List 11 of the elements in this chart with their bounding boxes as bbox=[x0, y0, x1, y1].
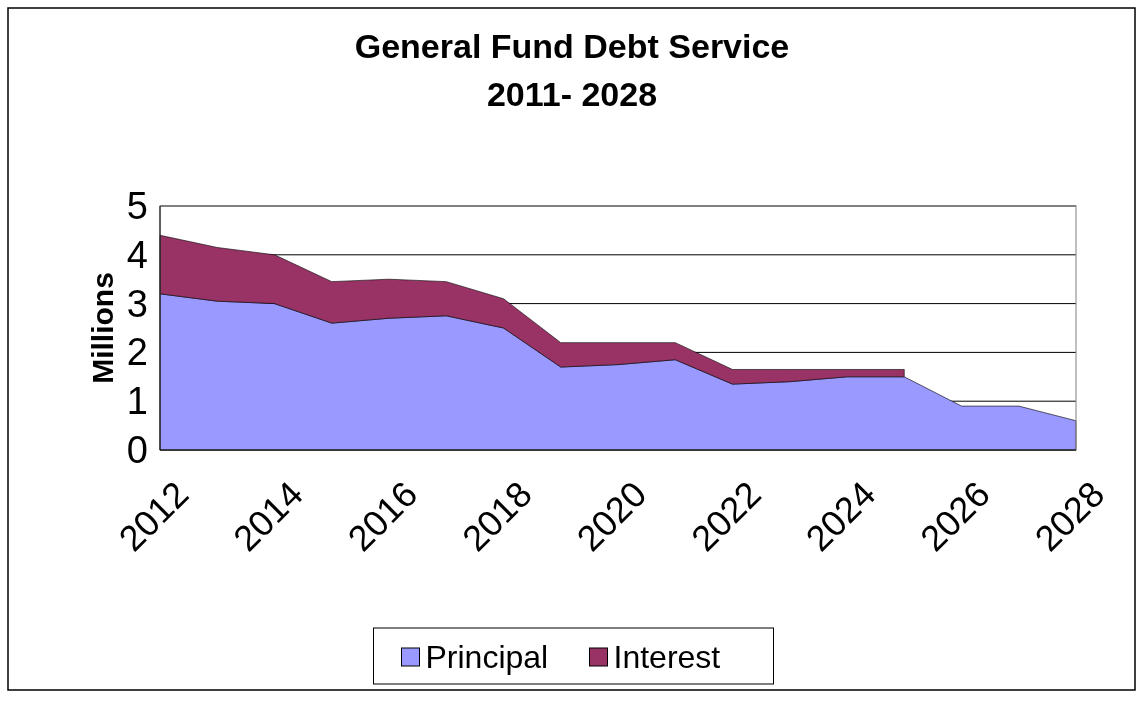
legend-label: Principal bbox=[425, 639, 549, 675]
y-tick-label: 2 bbox=[126, 331, 148, 374]
legend-label: Interest bbox=[613, 639, 721, 675]
y-tick-label: 4 bbox=[126, 233, 148, 276]
chart-title: General Fund Debt Service bbox=[354, 27, 790, 65]
y-tick-label: 5 bbox=[126, 185, 148, 227]
y-tick-label: 3 bbox=[126, 282, 148, 325]
y-axis-title: Millions bbox=[85, 272, 119, 384]
y-tick-label: 0 bbox=[126, 429, 148, 471]
y-tick-label: 1 bbox=[126, 380, 148, 423]
chart-subtitle: 2011- 2028 bbox=[486, 75, 658, 113]
